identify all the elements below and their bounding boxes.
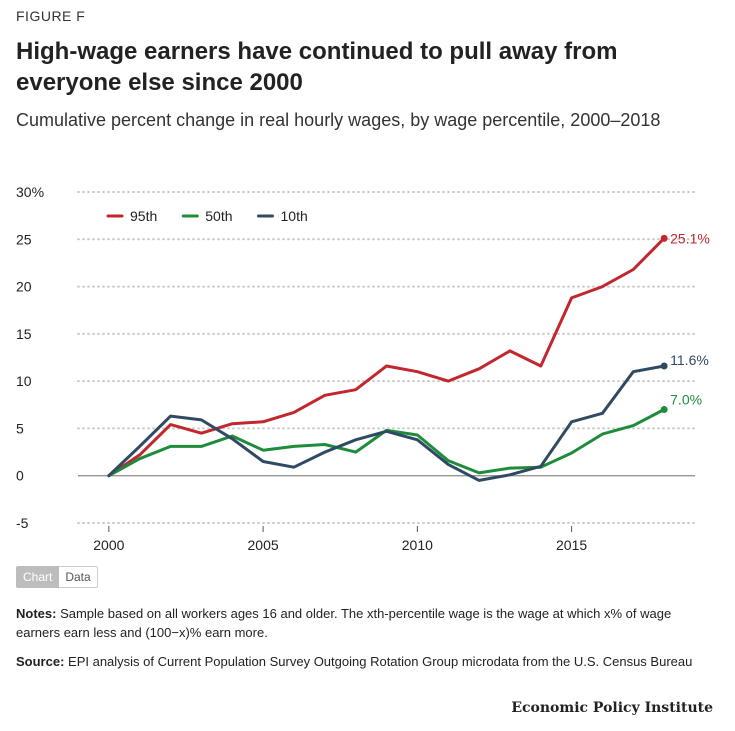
x-tick-label: 2015 (556, 537, 587, 553)
series-end-label-p10: 11.6% (670, 352, 709, 368)
legend-label-p50: 50th (205, 208, 232, 224)
x-tick-label: 2005 (248, 537, 279, 553)
legend-label-p95: 95th (130, 208, 157, 224)
y-tick-label: 10 (16, 373, 32, 389)
source-label: Source: (16, 654, 65, 669)
series-line-p10 (107, 364, 666, 482)
series-end-point-p50 (660, 406, 668, 414)
notes-text: Sample based on all workers ages 16 and … (16, 606, 672, 640)
y-tick-label: 5 (16, 420, 24, 436)
source: Source: EPI analysis of Current Populati… (16, 652, 706, 671)
y-tick-label: 20 (16, 279, 32, 295)
y-tick-label: 15 (16, 326, 32, 342)
source-text: EPI analysis of Current Population Surve… (64, 654, 693, 669)
x-tick-label: 2000 (93, 537, 124, 553)
notes-label: Notes: (16, 606, 57, 621)
series-end-label-p50: 7.0% (670, 392, 702, 408)
series-end-label-p95: 25.1% (670, 230, 710, 246)
series-line-p95 (107, 236, 666, 478)
x-tick-label: 2010 (402, 537, 433, 553)
brand-logo: Economic Policy Institute (511, 700, 713, 716)
series-end-point-p95 (660, 234, 668, 242)
view-tabs: Chart Data (16, 566, 98, 588)
y-tick-label: 30% (16, 184, 44, 200)
y-tick-label: 0 (16, 468, 24, 484)
notes: Notes: Sample based on all workers ages … (16, 604, 706, 642)
chart-title: High-wage earners have continued to pull… (16, 38, 618, 96)
tab-chart[interactable]: Chart (16, 566, 60, 588)
chart-subtitle: Cumulative percent change in real hourly… (16, 110, 661, 130)
y-tick-label: -5 (16, 515, 29, 531)
series-end-point-p10 (660, 362, 668, 370)
legend-label-p10: 10th (281, 208, 308, 224)
figure-label: FIGURE F (16, 8, 86, 24)
line-chart: -5 0 5 10 15 20 25 30% 2000 2005 2010 2015 25.1% 7.0%… (16, 184, 710, 553)
tab-data[interactable]: Data (59, 566, 98, 588)
y-tick-label: 25 (16, 231, 32, 247)
